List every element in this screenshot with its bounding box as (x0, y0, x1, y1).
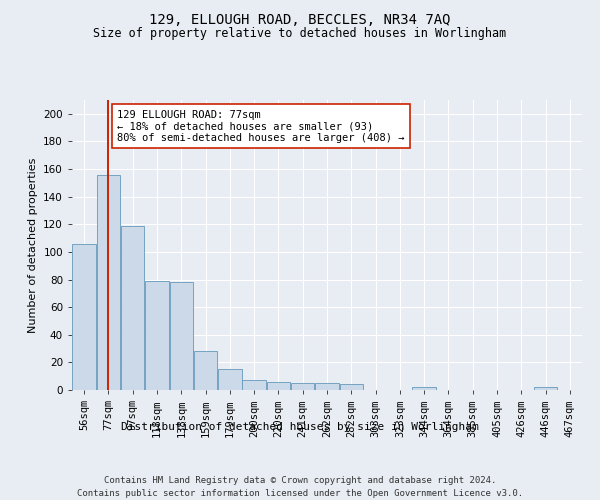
Y-axis label: Number of detached properties: Number of detached properties (28, 158, 38, 332)
Bar (73, 244, 96, 390)
Bar (266, 382, 290, 390)
Bar (145, 281, 169, 390)
Bar (340, 384, 363, 390)
Text: 129 ELLOUGH ROAD: 77sqm
← 18% of detached houses are smaller (93)
80% of semi-de: 129 ELLOUGH ROAD: 77sqm ← 18% of detache… (117, 110, 404, 143)
Text: Contains HM Land Registry data © Crown copyright and database right 2024.
Contai: Contains HM Land Registry data © Crown c… (77, 476, 523, 498)
Bar (194, 352, 217, 390)
Bar (315, 383, 339, 390)
Bar (97, 174, 120, 390)
Bar (218, 370, 242, 390)
Bar (170, 282, 193, 390)
Text: Size of property relative to detached houses in Worlingham: Size of property relative to detached ho… (94, 28, 506, 40)
Bar (291, 383, 314, 390)
Bar (412, 387, 436, 390)
Bar (534, 387, 557, 390)
Text: 129, ELLOUGH ROAD, BECCLES, NR34 7AQ: 129, ELLOUGH ROAD, BECCLES, NR34 7AQ (149, 12, 451, 26)
Text: Distribution of detached houses by size in Worlingham: Distribution of detached houses by size … (121, 422, 479, 432)
Bar (242, 380, 266, 390)
Bar (121, 226, 145, 390)
